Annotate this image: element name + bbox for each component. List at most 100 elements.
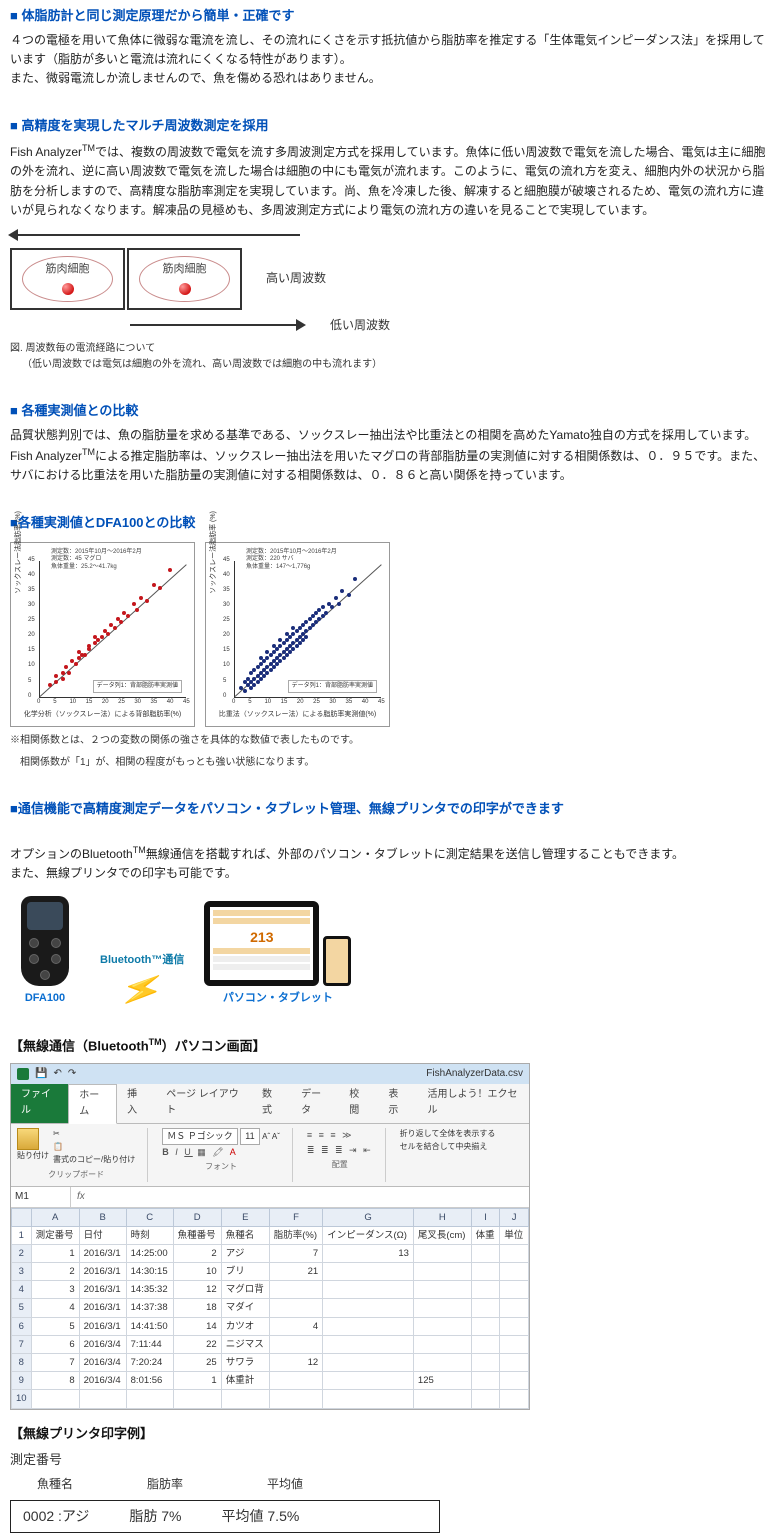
print-label-4: 平均値 bbox=[230, 1475, 340, 1494]
chart2-ylabel: ソックスレー法脂肪率 (%) bbox=[208, 511, 219, 594]
body-principle: ４つの電極を用いて魚体に微弱な電流を流し、その流れにくさを示す抵抗値から脂肪率を… bbox=[10, 31, 770, 89]
chart1-xlabel: 化学分析（ソックスレー法）による背部脂肪率(%) bbox=[11, 709, 194, 720]
section-comparison: ■ 各種実測値との比較 品質状態判別では、魚の脂肪量を求める基準である、ソックス… bbox=[10, 401, 770, 485]
print-output-box: 0002 :アジ 脂肪 7% 平均値 7.5% bbox=[10, 1500, 440, 1532]
arrow-low-freq bbox=[10, 320, 390, 332]
body-multifreq-post: では、複数の周波数で電気を流す多周波測定方式を採用しています。魚体に低い周波数で… bbox=[10, 145, 765, 217]
body-comparison-post: による推定脂肪率は、ソックスレー抽出法を用いたマグロの背部脂肪量の実測値に対する… bbox=[10, 449, 765, 482]
cell-box-left: 筋肉細胞 bbox=[10, 248, 125, 310]
comms-illustration: DFA100 Bluetooth™通信 ⚡ 213 bbox=[10, 896, 770, 1008]
dfa-device: DFA100 bbox=[10, 896, 80, 1008]
spreadsheet-grid[interactable]: ABCDEFGHIJ1測定番号日付時刻魚種番号魚種名脂肪率(%)インピーダンス(… bbox=[11, 1208, 529, 1409]
ribbon-body: 貼り付け ✂ 📋 書式のコピー/貼り付け クリップボード ＭＳ Ｐゴシック 11… bbox=[11, 1124, 529, 1186]
frequency-diagram: 筋肉細胞 筋肉細胞 高い周波数 低い周波数 図. 周波数毎の電流経路について （… bbox=[10, 230, 390, 373]
qat-redo-icon[interactable]: ↷ bbox=[68, 1066, 76, 1082]
chart2-plot: データ列1：背部脂肪率実測値 0055101015152020252530303… bbox=[234, 561, 381, 698]
bluetooth-label: Bluetooth™通信 bbox=[100, 952, 184, 970]
paste-icon[interactable] bbox=[17, 1128, 39, 1150]
print-heading: 【無線プリンタ印字例】 bbox=[10, 1424, 770, 1445]
qat-save-icon[interactable]: 💾 bbox=[35, 1066, 47, 1082]
clipboard-label: クリップボード bbox=[17, 1169, 135, 1182]
formula-bar: M1 fx bbox=[11, 1187, 529, 1208]
tablet-value: 213 bbox=[213, 926, 310, 948]
paste-label: 貼り付け bbox=[17, 1150, 49, 1163]
phone-device bbox=[323, 936, 351, 986]
print-val-2: 脂肪 7% bbox=[129, 1505, 181, 1527]
print-val-3: 平均値 7.5% bbox=[222, 1505, 300, 1527]
excel-app-icon bbox=[17, 1068, 29, 1080]
excel-titlebar: 💾 ↶ ↷ FishAnalyzerData.csv bbox=[11, 1064, 529, 1084]
tab-formulas[interactable]: 数式 bbox=[252, 1084, 291, 1123]
heading-multifreq: ■ 高精度を実現したマルチ周波数測定を採用 bbox=[10, 116, 770, 137]
cell-label-right: 筋肉細胞 bbox=[163, 261, 207, 279]
tab-layout[interactable]: ページ レイアウト bbox=[156, 1084, 252, 1123]
font-size-select[interactable]: 11 bbox=[240, 1128, 259, 1144]
font-name-select[interactable]: ＭＳ Ｐゴシック bbox=[162, 1128, 238, 1144]
body-comms: オプションのBluetoothTM無線通信を搭載すれば、外部のパソコン・タブレッ… bbox=[10, 824, 770, 884]
tab-data[interactable]: データ bbox=[291, 1084, 339, 1123]
print-label-3: 脂肪率 bbox=[110, 1475, 220, 1494]
heading-charts: ■各種実測値とDFA100との比較 bbox=[10, 513, 770, 534]
font-group-label: フォント bbox=[162, 1161, 280, 1174]
chart1-plot: データ列1：背部脂肪率実測値 0055101015152020252530303… bbox=[39, 561, 186, 698]
tab-view[interactable]: 表示 bbox=[378, 1084, 417, 1123]
high-freq-label: 高い周波数 bbox=[266, 269, 326, 288]
section-comms: ■通信機能で高精度測定データをパソコン・タブレット管理、無線プリンタでの印字がで… bbox=[10, 799, 770, 1007]
scatter-chart-tuna: 測定数：2015年10月〜2016年2月 測定数：45 マグロ 魚体重量：25.… bbox=[10, 542, 195, 727]
name-box[interactable]: M1 bbox=[11, 1187, 71, 1207]
chart1-legend: データ列1：背部脂肪率実測値 bbox=[93, 680, 182, 694]
print-section: 【無線プリンタ印字例】 測定番号 魚種名 脂肪率 平均値 0002 :アジ 脂肪… bbox=[10, 1424, 770, 1533]
ribbon-group-align: ≡ ≡ ≡ ≫ ≣ ≣ ≣ ⇥ ⇤ 配置 bbox=[307, 1128, 386, 1181]
body-comms-pre: オプションのBluetooth bbox=[10, 847, 133, 861]
body-multifreq-pre: Fish Analyzer bbox=[10, 145, 82, 159]
heading-comparison: ■ 各種実測値との比較 bbox=[10, 401, 770, 422]
ribbon-group-clipboard: 貼り付け ✂ 📋 書式のコピー/貼り付け クリップボード bbox=[17, 1128, 148, 1181]
tablet-label: パソコン・タブレット bbox=[223, 990, 333, 1008]
fx-icon[interactable]: fx bbox=[71, 1187, 91, 1207]
section-multifreq: ■ 高精度を実現したマルチ周波数測定を採用 Fish AnalyzerTMでは、… bbox=[10, 116, 770, 373]
section-principle: ■ 体脂肪計と同じ測定原理だから簡単・正確です ４つの電極を用いて魚体に微弱な電… bbox=[10, 6, 770, 88]
tab-file[interactable]: ファイル bbox=[11, 1084, 68, 1123]
chart2-legend: データ列1：背部脂肪率実測値 bbox=[288, 680, 377, 694]
dfa-label: DFA100 bbox=[25, 990, 65, 1008]
heading-principle: ■ 体脂肪計と同じ測定原理だから簡単・正確です bbox=[10, 6, 770, 27]
merge-center[interactable]: セルを結合して中央揃え bbox=[400, 1141, 496, 1154]
qat-undo-icon[interactable]: ↶ bbox=[53, 1066, 61, 1082]
print-label-2: 魚種名 bbox=[10, 1475, 100, 1494]
excel-heading: 【無線通信（BluetoothTM）パソコン画面】 bbox=[10, 1035, 770, 1057]
chart-note-2: 相関係数が「1」が、相関の程度がもっとも強い状態になります。 bbox=[10, 755, 770, 771]
tablet-device: 213 パソコン・タブレット bbox=[204, 901, 351, 1008]
bluetooth-indicator: Bluetooth™通信 ⚡ bbox=[100, 952, 184, 1008]
cell-label-left: 筋肉細胞 bbox=[46, 261, 90, 279]
align-buttons-2[interactable]: ≣ ≣ ≣ ⇥ ⇤ bbox=[307, 1143, 373, 1157]
tm-mark: TM bbox=[133, 845, 146, 855]
tab-review[interactable]: 校閲 bbox=[339, 1084, 378, 1123]
font-style-buttons[interactable]: B I U ▦ 🖍 A bbox=[162, 1145, 280, 1159]
chart2-xlabel: 比重法（ソックスレー法）による脂肪率実測値(%) bbox=[206, 709, 389, 720]
diagram-subcaption: （低い周波数では電気は細胞の外を流れ、高い周波数では細胞の中も流れます） bbox=[22, 357, 390, 373]
diagram-caption: 図. 周波数毎の電流経路について bbox=[10, 341, 390, 357]
cell-box-right: 筋肉細胞 bbox=[127, 248, 242, 310]
ribbon-group-merge: 折り返して全体を表示する セルを結合して中央揃え bbox=[400, 1128, 508, 1181]
bluetooth-bolt-icon: ⚡ bbox=[116, 967, 167, 1013]
nucleus-icon bbox=[62, 283, 74, 295]
excel-window: 💾 ↶ ↷ FishAnalyzerData.csv ファイル ホーム 挿入 ペ… bbox=[10, 1063, 530, 1409]
format-painter[interactable]: 書式のコピー/貼り付け bbox=[53, 1154, 135, 1167]
arrow-high-freq bbox=[10, 230, 390, 242]
body-multifreq: Fish AnalyzerTMでは、複数の周波数で電気を流す多周波測定方式を採用… bbox=[10, 141, 770, 220]
section-charts: ■各種実測値とDFA100との比較 測定数：2015年10月〜2016年2月 測… bbox=[10, 513, 770, 771]
print-val-1: 0002 :アジ bbox=[23, 1505, 89, 1527]
tm-mark: TM bbox=[82, 143, 95, 153]
ribbon-tabs: ファイル ホーム 挿入 ページ レイアウト 数式 データ 校閲 表示 活用しよう… bbox=[11, 1084, 529, 1124]
tab-home[interactable]: ホーム bbox=[68, 1084, 117, 1124]
excel-section: 【無線通信（BluetoothTM）パソコン画面】 💾 ↶ ↷ FishAnal… bbox=[10, 1035, 770, 1409]
scatter-chart-mackerel: 測定数：2015年10月〜2016年2月 測定数：220 サバ 魚体重量：147… bbox=[205, 542, 390, 727]
tab-insert[interactable]: 挿入 bbox=[117, 1084, 156, 1123]
tab-addin[interactable]: 活用しよう！エクセル bbox=[417, 1084, 529, 1123]
align-group-label: 配置 bbox=[307, 1159, 373, 1172]
wrap-text[interactable]: 折り返して全体を表示する bbox=[400, 1128, 496, 1141]
tm-mark: TM bbox=[82, 447, 95, 457]
excel-filename: FishAnalyzerData.csv bbox=[426, 1066, 523, 1082]
nucleus-icon bbox=[179, 283, 191, 295]
align-buttons[interactable]: ≡ ≡ ≡ ≫ bbox=[307, 1128, 373, 1142]
